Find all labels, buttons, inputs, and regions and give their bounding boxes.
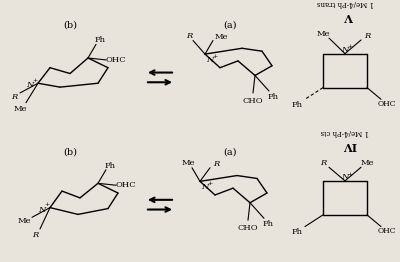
Text: (a): (a) [223, 20, 237, 29]
Text: 1 Me/4-Ph trans: 1 Me/4-Ph trans [316, 0, 374, 7]
Text: OHC: OHC [106, 56, 126, 64]
Text: N: N [341, 173, 349, 181]
Text: (b): (b) [63, 20, 77, 29]
Text: N: N [201, 183, 209, 191]
Text: Me: Me [17, 217, 31, 225]
Text: +: + [32, 78, 38, 83]
Text: Ph: Ph [104, 162, 116, 170]
Text: Me: Me [360, 159, 374, 167]
Text: Ph: Ph [262, 220, 274, 228]
Text: CHO: CHO [238, 224, 258, 232]
Text: (a): (a) [223, 148, 237, 157]
Text: R: R [213, 160, 219, 168]
Text: IV: IV [343, 140, 357, 151]
Text: (b): (b) [63, 148, 77, 157]
Text: R: R [11, 93, 17, 101]
Text: R: R [320, 159, 326, 167]
Text: Ph: Ph [94, 36, 106, 45]
Text: CHO: CHO [243, 97, 263, 105]
Text: N: N [341, 46, 349, 54]
Text: 1 Me/4-Ph cis: 1 Me/4-Ph cis [321, 128, 369, 136]
Text: +: + [212, 53, 218, 58]
Text: +: + [44, 202, 50, 207]
Text: R: R [186, 32, 192, 40]
Text: OHC: OHC [378, 100, 396, 108]
Text: R: R [32, 231, 38, 239]
Text: Me: Me [13, 105, 27, 112]
Text: Ph: Ph [292, 228, 302, 236]
Text: N: N [26, 81, 34, 89]
Text: +: + [347, 172, 353, 177]
Text: N: N [206, 56, 214, 64]
Text: OHC: OHC [116, 181, 136, 189]
Text: V: V [346, 11, 354, 22]
Text: +: + [347, 44, 353, 49]
Text: Me: Me [181, 159, 195, 167]
Text: N: N [38, 205, 46, 214]
Text: Ph: Ph [292, 101, 302, 109]
Text: Me: Me [316, 30, 330, 38]
Text: R: R [364, 32, 370, 40]
Text: +: + [207, 181, 213, 186]
Text: Ph: Ph [268, 93, 278, 101]
Text: Me: Me [214, 32, 228, 41]
Text: OHC: OHC [378, 227, 396, 235]
